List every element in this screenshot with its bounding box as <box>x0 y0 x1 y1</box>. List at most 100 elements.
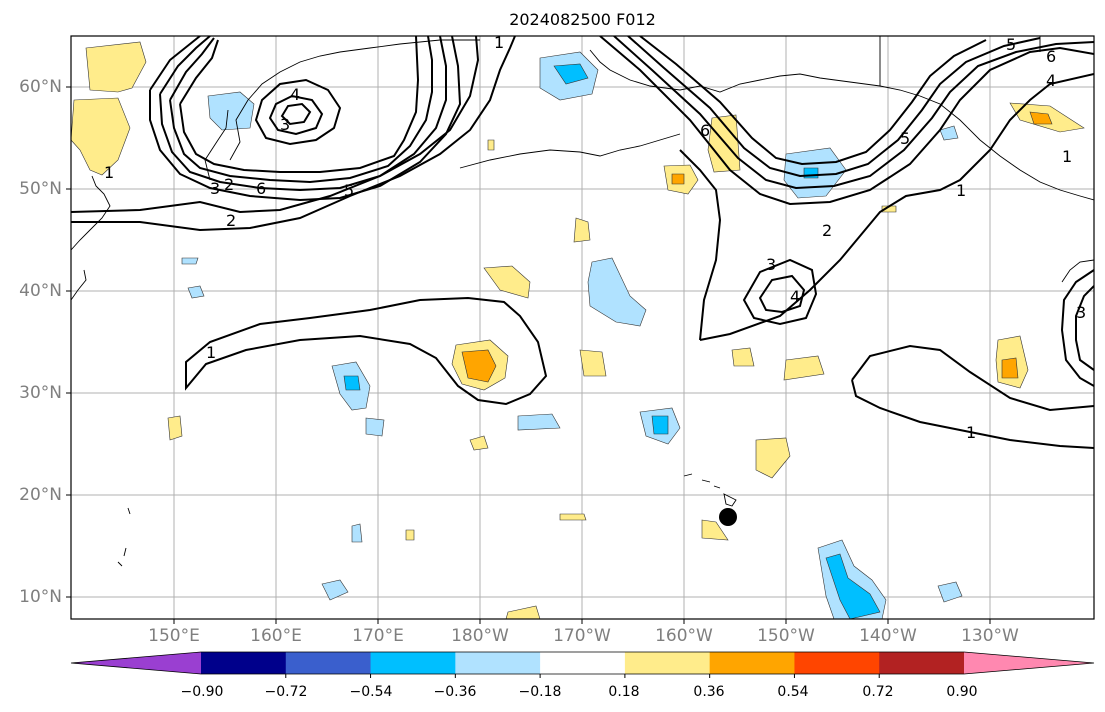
contour-line-4 <box>268 94 324 136</box>
contour-label: 1 <box>206 343 216 362</box>
colorbar <box>70 651 1095 678</box>
contour-line-2 <box>679 149 722 341</box>
negative-anomaly-patch <box>181 257 199 265</box>
lon-label: 160°E <box>250 626 302 646</box>
contour-label: 1 <box>494 33 504 52</box>
colorbar-extend-low <box>71 652 201 674</box>
contour-line-3 <box>149 36 462 202</box>
aleutian-chain <box>459 133 681 169</box>
lon-label: 150°W <box>757 626 815 646</box>
contour-line-6 <box>639 36 987 166</box>
coastline-okhotsk <box>204 109 229 181</box>
contour-label: 5 <box>1006 35 1016 54</box>
contour-line-5 <box>627 36 1041 178</box>
negative-anomaly-patch <box>825 553 881 619</box>
contour-label: 6 <box>1046 47 1056 66</box>
negative-anomaly-patch <box>937 581 963 603</box>
colorbar-segment <box>794 652 880 674</box>
colorbar-segment <box>879 652 965 674</box>
lon-label: 160°W <box>655 626 713 646</box>
negative-anomaly-patch <box>207 91 255 131</box>
colorbar-tick-label: 0.18 <box>608 684 640 700</box>
axis-ticks <box>66 86 991 624</box>
colorbar-segment <box>709 652 795 674</box>
coastline-na-west <box>919 95 1094 201</box>
positive-anomaly-patch <box>701 519 729 541</box>
negative-anomaly-patch <box>587 257 647 327</box>
contour-label: 4 <box>290 85 300 104</box>
contour-label: 4 <box>1046 71 1056 90</box>
positive-anomaly-patch <box>505 605 541 619</box>
lat-label: 10°N <box>19 587 62 607</box>
contour-line-2 <box>699 73 1094 341</box>
contour-line-3 <box>149 36 201 91</box>
negative-anomaly-patch <box>651 415 669 435</box>
coastline-alaska <box>589 49 921 97</box>
contour-line-3 <box>254 78 342 146</box>
positive-anomaly-patch <box>731 347 755 367</box>
positive-anomaly-patch <box>1001 357 1019 379</box>
contour-label: 1 <box>956 181 966 200</box>
coastline-kamchatka <box>229 39 480 161</box>
lon-label: 170°W <box>553 626 611 646</box>
contour-line-4 <box>1075 285 1094 371</box>
contour-label: 1 <box>104 163 114 182</box>
negative-anomaly-patch <box>187 285 205 299</box>
positive-anomaly-patch <box>783 355 825 381</box>
contour-line-6 <box>179 39 219 105</box>
contour-line-1 <box>851 344 1094 412</box>
contour-line-4 <box>758 274 806 314</box>
lon-label: 140°W <box>859 626 917 646</box>
negative-anomaly-patch <box>351 523 363 543</box>
colorbar-tick-label: 0.90 <box>946 684 978 700</box>
colorbar-tick-label: 0.36 <box>693 684 725 700</box>
coastline-japan <box>71 175 111 251</box>
contour-label: 6 <box>256 179 266 198</box>
positive-anomaly-patch <box>573 217 591 243</box>
contour-label: 5 <box>900 129 910 148</box>
positive-anomaly-patch <box>469 435 489 451</box>
colorbar-segment <box>455 652 541 674</box>
positive-anomaly-patch <box>487 139 495 151</box>
contour-lines <box>71 36 1094 449</box>
contour-line-4 <box>159 36 211 95</box>
colorbar-tick-label: −0.54 <box>349 684 393 700</box>
negative-anomaly-patch <box>939 125 959 141</box>
map-plot-area: 1 1 1 1 1 1 2 2 2 3 3 3 3 4 4 4 5 5 5 6 … <box>71 33 1094 619</box>
colorbar-segment <box>540 652 626 674</box>
contour-line-3 <box>1060 269 1094 387</box>
positive-anomaly-patch <box>559 513 587 521</box>
contour-line-5 <box>169 36 433 184</box>
coastline-na-south <box>1061 259 1094 283</box>
colorbar-outline <box>70 651 1095 675</box>
lon-label: 130°W <box>961 626 1019 646</box>
negative-anomaly-patch <box>343 375 361 391</box>
lon-label: 150°E <box>148 626 200 646</box>
contour-label: 3 <box>210 179 220 198</box>
contour-label: 2 <box>226 211 236 230</box>
negative-anomaly-patch <box>553 63 589 85</box>
contour-label: 1 <box>1062 147 1072 166</box>
positive-anomaly-patch <box>71 97 131 176</box>
positive-anomaly-patch <box>671 173 685 185</box>
contour-label: 3 <box>1076 303 1086 322</box>
contour-line-2 <box>71 36 480 214</box>
contour-line-6 <box>179 36 420 173</box>
negative-anomaly-patch <box>365 417 385 437</box>
contour-line-1 <box>185 296 548 406</box>
lat-label: 40°N <box>19 281 62 301</box>
colorbar-segment <box>624 652 711 674</box>
colorbar-tick-label: 0.54 <box>777 684 809 700</box>
storm-position-marker <box>719 508 737 526</box>
lat-label: 30°N <box>19 383 62 403</box>
contour-label: 4 <box>790 287 800 306</box>
lat-label: 60°N <box>19 77 62 97</box>
lon-label: 170°E <box>352 626 404 646</box>
contour-line-3 <box>742 258 818 326</box>
contour-line-4 <box>613 36 1094 190</box>
contour-label: 2 <box>224 175 234 194</box>
colorbar-segment <box>285 652 372 674</box>
contour-line-4 <box>159 36 447 192</box>
colorbar-segment <box>201 652 287 674</box>
shaded-anomaly-fields <box>71 41 1085 619</box>
